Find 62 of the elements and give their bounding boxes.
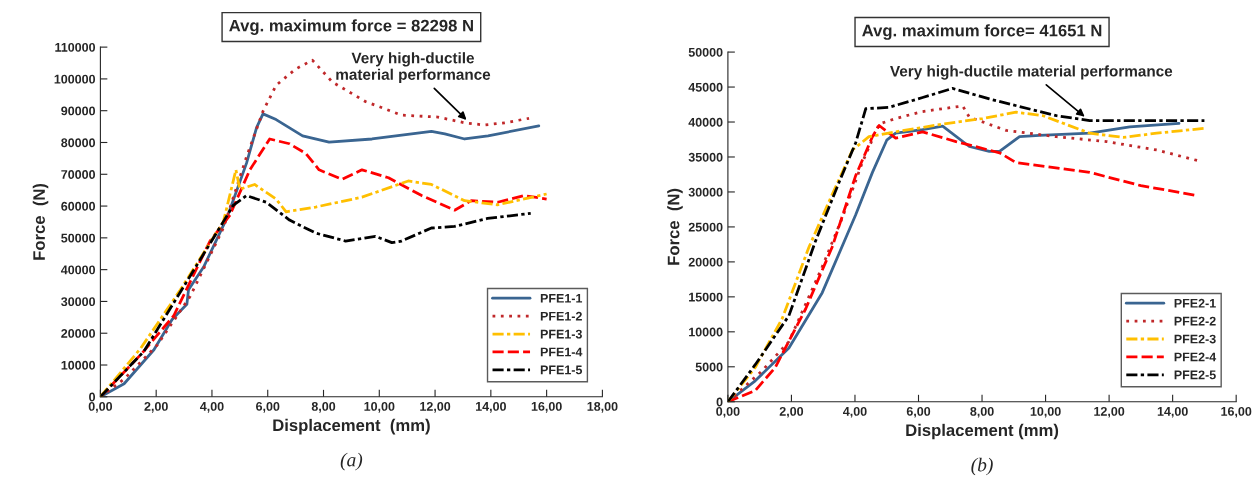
x-tick-label: 2,00 bbox=[779, 406, 804, 418]
legend-label: PFE2-3 bbox=[1174, 334, 1216, 344]
text: (b) bbox=[971, 457, 993, 476]
y-tick-label: 100000 bbox=[54, 74, 96, 84]
x-axis-title: Displacement (mm) bbox=[906, 423, 1059, 440]
annotation: Very high-ductile material performance bbox=[336, 52, 491, 83]
chart-title: Avg. maximum force= 41651 N bbox=[862, 24, 1102, 40]
y-tick-label: 70000 bbox=[61, 170, 96, 179]
x-tick-label: 0,00 bbox=[716, 406, 740, 418]
x-tick-label: 12,00 bbox=[1094, 406, 1125, 418]
x-tick-label: 2,00 bbox=[144, 401, 168, 413]
y-tick-label: 40000 bbox=[60, 265, 96, 275]
chart-title: Avg. maximum force = 82298 N bbox=[229, 19, 473, 35]
annotation: Very high-ductile material performance bbox=[890, 65, 1173, 80]
x-axis-title: Displacement (mm) bbox=[273, 418, 430, 435]
y-tick-label: 0 bbox=[716, 397, 723, 407]
x-tick-label: 14,00 bbox=[475, 401, 506, 413]
y-tick-label: 0 bbox=[89, 392, 96, 402]
x-tick-label: 6,00 bbox=[906, 406, 931, 418]
legend-label: PFE2-5 bbox=[1174, 370, 1216, 380]
x-tick-label: 16,00 bbox=[1221, 406, 1252, 418]
x-tick-label: 0,00 bbox=[88, 401, 113, 413]
x-tick-label: 8,00 bbox=[311, 401, 336, 413]
y-tick-label: 20000 bbox=[61, 329, 96, 338]
legend-label: PFE1-3 bbox=[540, 329, 582, 339]
x-tick-label: 8,00 bbox=[970, 406, 994, 418]
y-tick-label: 10000 bbox=[689, 327, 723, 337]
y-tick-label: 5000 bbox=[695, 362, 723, 372]
y-tick-label: 25000 bbox=[688, 222, 723, 232]
x-tick-label: 12,00 bbox=[420, 401, 451, 413]
y-tick-label: 45000 bbox=[688, 82, 723, 92]
legend-label: PFE1-5 bbox=[540, 365, 583, 375]
y-tick-label: 50000 bbox=[688, 47, 723, 57]
x-tick-label: 16,00 bbox=[531, 401, 562, 413]
y-tick-label: 20000 bbox=[688, 257, 723, 267]
y-axis-title: Force (N) bbox=[667, 188, 683, 265]
y-tick-label: 10000 bbox=[61, 360, 96, 370]
y-tick-label: 30000 bbox=[61, 297, 96, 307]
y-tick-label: 80000 bbox=[61, 138, 96, 148]
y-tick-label: 35000 bbox=[688, 152, 723, 162]
legend-label: PFE2-1 bbox=[1174, 298, 1216, 308]
x-tick-label: 14,00 bbox=[1157, 406, 1188, 418]
legend-label: PFE2-2 bbox=[1174, 316, 1216, 326]
x-tick-label: 4,00 bbox=[843, 406, 867, 418]
legend-label: PFE1-4 bbox=[540, 347, 583, 357]
y-tick-label: 60000 bbox=[61, 201, 96, 211]
y-tick-label: 110000 bbox=[55, 42, 96, 52]
legend-label: PFE2-4 bbox=[1174, 352, 1217, 362]
legend-label: PFE1-2 bbox=[540, 311, 582, 321]
x-tick-label: 10,00 bbox=[1030, 406, 1061, 418]
text: (a) bbox=[340, 452, 363, 471]
x-tick-label: 6,00 bbox=[256, 401, 280, 413]
y-axis-title: Force (N) bbox=[32, 183, 49, 260]
y-tick-label: 40000 bbox=[688, 117, 723, 127]
x-tick-label: 18,00 bbox=[587, 401, 618, 413]
y-tick-label: 90000 bbox=[61, 106, 96, 116]
y-tick-label: 15000 bbox=[689, 292, 723, 302]
y-tick-label: 50000 bbox=[61, 233, 96, 243]
y-tick-label: 30000 bbox=[688, 187, 723, 197]
x-tick-label: 10,00 bbox=[364, 401, 395, 413]
legend-label: PFE1-1 bbox=[540, 294, 583, 303]
x-tick-label: 4,00 bbox=[199, 401, 224, 413]
